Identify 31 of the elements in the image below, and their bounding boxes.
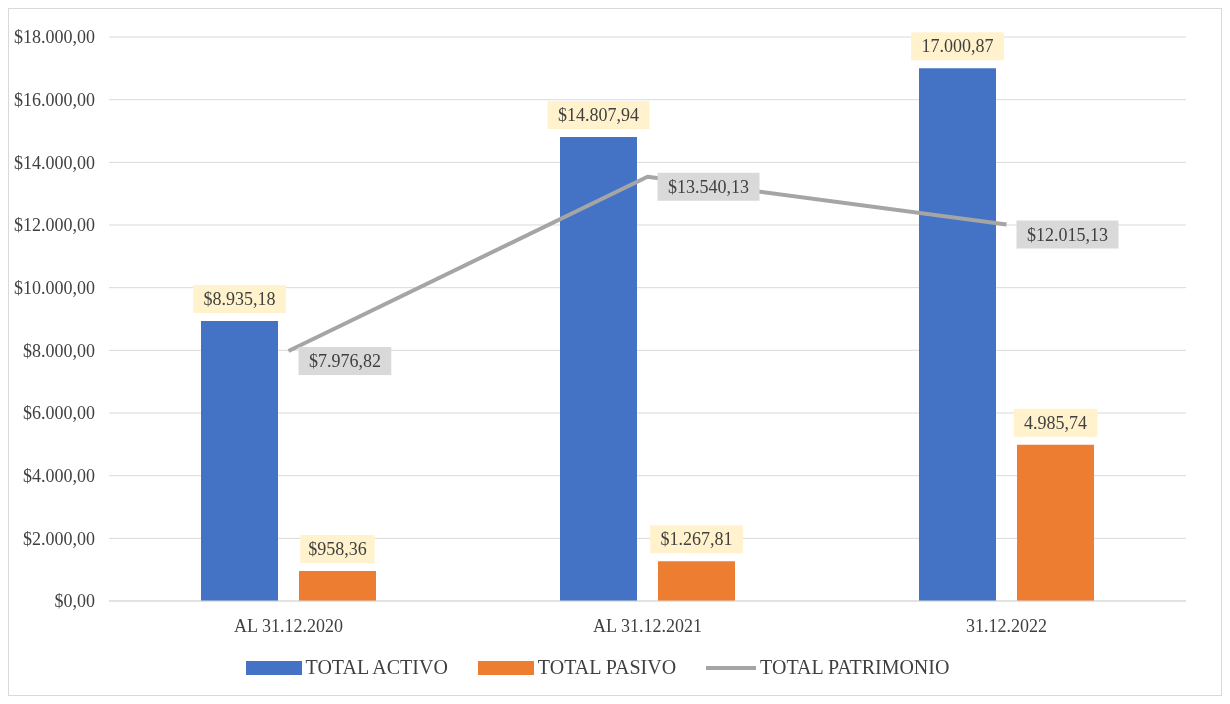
y-tick-label: $10.000,00 — [14, 278, 95, 299]
y-tick-label: $16.000,00 — [14, 90, 95, 111]
legend-label: TOTAL PATRIMONIO — [760, 656, 950, 679]
bar — [299, 570, 376, 601]
data-label: $13.540,13 — [668, 176, 749, 197]
x-tick-label: 31.12.2022 — [966, 615, 1047, 636]
y-tick-label: $0,00 — [54, 591, 95, 612]
bar — [658, 561, 735, 601]
y-tick-label: $2.000,00 — [23, 528, 95, 549]
bar — [919, 68, 996, 601]
y-tick-label: $4.000,00 — [23, 466, 95, 487]
legend-label: TOTAL ACTIVO — [305, 656, 448, 679]
y-tick-label: $12.000,00 — [14, 215, 95, 236]
data-label: $14.807,94 — [558, 105, 639, 126]
data-label: 4.985,74 — [1024, 412, 1087, 433]
y-tick-label: $18.000,00 — [14, 27, 95, 48]
y-tick-label: $6.000,00 — [23, 403, 95, 424]
data-label: $1.267,81 — [660, 529, 733, 550]
data-label: $958,36 — [308, 538, 367, 559]
y-tick-label: $14.000,00 — [14, 152, 95, 173]
data-label: 17.000,87 — [921, 36, 994, 57]
data-label: $7.976,82 — [308, 351, 381, 372]
bar — [1017, 444, 1094, 601]
x-tick-label: AL 31.12.2021 — [593, 615, 702, 636]
y-tick-label: $8.000,00 — [23, 340, 95, 361]
legend-label: TOTAL PASIVO — [537, 656, 677, 679]
bar — [201, 321, 278, 601]
data-label: $8.935,18 — [203, 289, 276, 310]
data-label: $12.015,13 — [1027, 224, 1108, 245]
bar — [560, 137, 637, 601]
x-tick-label: AL 31.12.2020 — [234, 615, 343, 636]
